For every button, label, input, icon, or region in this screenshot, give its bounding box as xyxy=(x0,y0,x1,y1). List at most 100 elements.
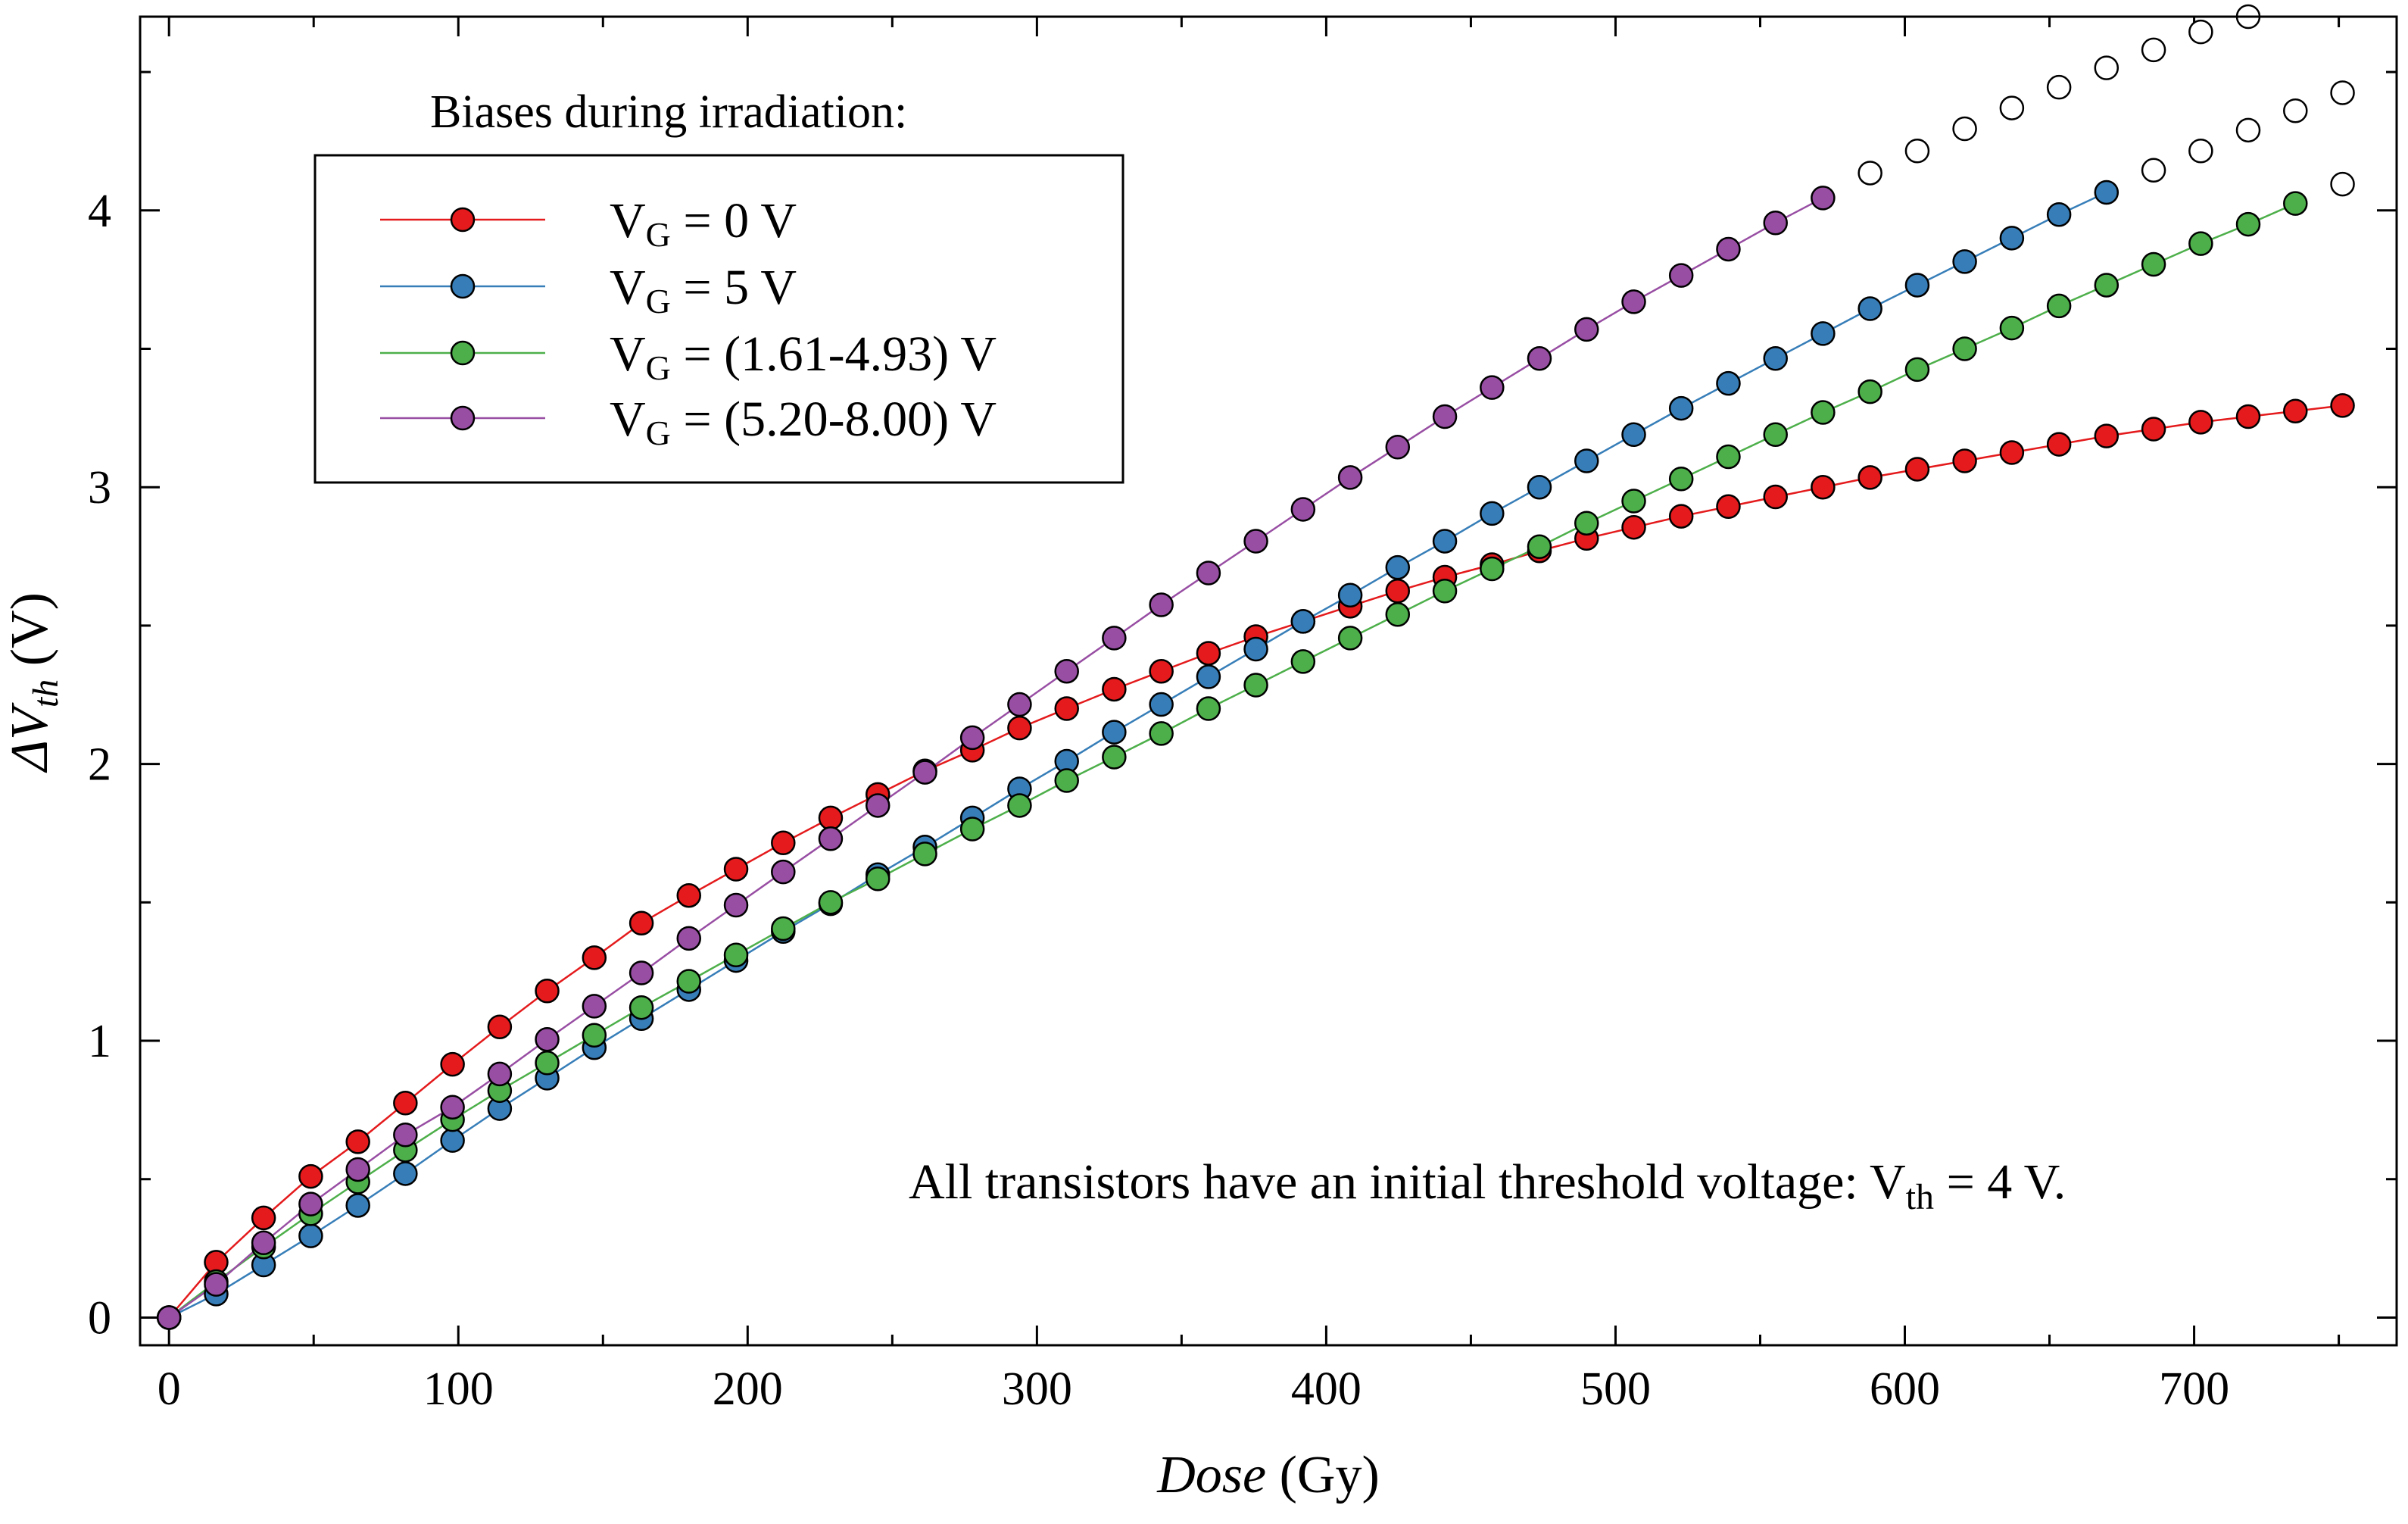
data-point xyxy=(818,805,844,831)
data-point xyxy=(1716,494,1741,520)
data-point xyxy=(2094,273,2119,298)
data-point xyxy=(1480,375,1505,400)
data-point xyxy=(1668,263,1694,288)
legend-marker xyxy=(450,340,476,366)
data-point xyxy=(1007,793,1032,818)
x-tick-label: 700 xyxy=(2159,1363,2229,1415)
data-point xyxy=(1149,592,1174,617)
data-point xyxy=(1290,497,1316,522)
data-point xyxy=(818,890,844,915)
legend-label: VG = (1.61-4.93) V xyxy=(610,326,997,387)
data-point xyxy=(1385,602,1411,627)
legend-label: VG = (5.20-8.00) V xyxy=(610,392,997,452)
tick-labels: 0 100 200 300 400 500 600 700 0 1 2 3 4 xyxy=(88,186,2229,1415)
data-point xyxy=(723,892,749,918)
data-point xyxy=(1999,440,2025,465)
data-point xyxy=(1763,484,1788,510)
series-line xyxy=(168,202,2296,1319)
data-point xyxy=(2188,231,2213,256)
data-point xyxy=(393,1161,418,1186)
y-tick-label: 1 xyxy=(88,1016,111,1067)
threshold-note: All transistors have an initial threshol… xyxy=(909,1154,2066,1217)
data-point xyxy=(393,1091,418,1116)
data-point xyxy=(1857,465,1882,490)
data-point xyxy=(676,969,702,994)
data-point xyxy=(2235,211,2261,237)
data-point xyxy=(723,857,749,882)
data-point xyxy=(298,1191,323,1216)
data-point xyxy=(1621,422,1646,448)
data-point xyxy=(1337,465,1363,490)
y-tick-label: 2 xyxy=(88,739,111,791)
data-point xyxy=(1716,236,1741,262)
data-point xyxy=(2046,202,2072,227)
data-point xyxy=(440,1095,465,1120)
data-point-hollow xyxy=(2330,171,2355,197)
data-point xyxy=(1385,554,1411,580)
data-point xyxy=(1527,346,1552,371)
data-point xyxy=(723,942,749,968)
data-point xyxy=(1385,434,1411,460)
data-point xyxy=(1952,249,1977,274)
data-point xyxy=(1054,696,1079,721)
legend-box xyxy=(313,154,1124,484)
data-point xyxy=(1716,370,1741,396)
data-point xyxy=(959,725,985,751)
data-point xyxy=(1102,720,1127,745)
data-point xyxy=(298,1223,323,1248)
data-point xyxy=(1290,649,1316,674)
data-point xyxy=(1196,561,1221,586)
data-point-hollow xyxy=(1999,95,2025,120)
data-point xyxy=(1432,578,1458,604)
y-tick-label: 3 xyxy=(88,462,111,514)
data-point-hollow xyxy=(2188,19,2213,45)
data-point xyxy=(1952,336,1977,361)
legend-marker xyxy=(450,405,476,431)
data-point xyxy=(1904,357,1930,383)
data-point xyxy=(156,1305,182,1330)
data-point xyxy=(2330,393,2355,418)
axis-ticks xyxy=(140,17,2397,1345)
data-point xyxy=(1716,444,1741,470)
data-point xyxy=(345,1129,370,1154)
data-point-hollow xyxy=(1952,116,1977,142)
data-point xyxy=(1480,501,1505,526)
data-point xyxy=(2141,251,2166,277)
data-point xyxy=(345,1193,370,1218)
data-point xyxy=(1811,186,1836,211)
data-point xyxy=(2094,180,2119,205)
data-point xyxy=(2235,404,2261,429)
data-point xyxy=(629,910,654,935)
data-point-hollow xyxy=(2188,138,2213,164)
data-point-hollow xyxy=(1904,138,1930,164)
data-point xyxy=(865,867,891,892)
data-point xyxy=(1811,474,1836,500)
data-point xyxy=(251,1230,276,1256)
series-markers xyxy=(156,4,2355,1330)
data-point xyxy=(818,826,844,851)
data-point xyxy=(1527,474,1552,500)
data-point xyxy=(1243,673,1268,698)
data-point xyxy=(1432,529,1458,554)
data-point xyxy=(1952,448,1977,473)
x-tick-label: 400 xyxy=(1291,1363,1362,1415)
legend-title: Biases during irradiation: xyxy=(430,86,907,138)
data-point xyxy=(1149,721,1174,746)
data-point xyxy=(440,1128,465,1153)
x-tick-label: 200 xyxy=(713,1363,783,1415)
data-point xyxy=(1668,504,1694,529)
data-point xyxy=(1196,641,1221,666)
data-point-hollow xyxy=(2046,74,2072,100)
data-point-hollow xyxy=(1857,161,1882,186)
data-point-hollow xyxy=(2141,37,2166,63)
data-point xyxy=(629,995,654,1020)
data-point xyxy=(1857,379,1882,404)
y-tick-label: 4 xyxy=(88,186,111,237)
legend-label: VG = 5 V xyxy=(610,260,797,320)
x-tick-label: 600 xyxy=(1870,1363,1940,1415)
data-point-hollow xyxy=(2235,117,2261,143)
data-point-hollow xyxy=(2094,55,2119,80)
data-point xyxy=(1196,696,1221,721)
data-point xyxy=(865,793,891,818)
